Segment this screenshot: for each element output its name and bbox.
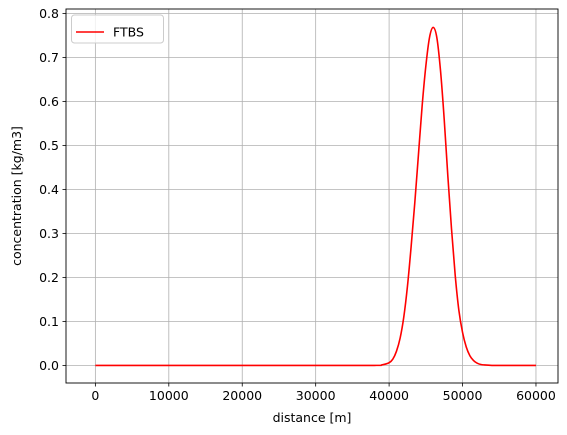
x-tick-label: 20000	[222, 388, 262, 403]
plot-series	[95, 26, 536, 367]
grid	[66, 9, 558, 383]
x-tick-label: 10000	[149, 388, 189, 403]
y-tick-label: 0.0	[39, 358, 59, 373]
x-tick-label: 30000	[296, 388, 336, 403]
legend-entry-ftbs: FTBS	[113, 25, 144, 40]
y-tick-label: 0.4	[39, 182, 59, 197]
x-tick-label: 40000	[369, 388, 409, 403]
axis-ticks: 0 10000 20000 30000 40000 50000 60000 0.0 0.1 0.2…	[39, 6, 556, 403]
y-axis-label: concentration [kg/m3]	[9, 126, 24, 266]
y-tick-label: 0.2	[39, 270, 59, 285]
x-tick-label: 50000	[443, 388, 483, 403]
y-tick-label: 0.8	[39, 6, 59, 21]
y-tick-label: 0.1	[39, 314, 59, 329]
legend: FTBS	[71, 14, 164, 44]
y-tick-label: 0.5	[39, 138, 59, 153]
series-line-ftbs	[95, 26, 536, 367]
x-tick-label: 0	[91, 388, 99, 403]
legend-box	[71, 14, 164, 44]
y-tick-label: 0.3	[39, 226, 59, 241]
y-tick-label: 0.6	[39, 94, 59, 109]
x-tick-label: 60000	[516, 388, 556, 403]
x-axis-label: distance [m]	[273, 410, 352, 425]
plot-frame	[65, 8, 559, 384]
y-tick-label: 0.7	[39, 50, 59, 65]
